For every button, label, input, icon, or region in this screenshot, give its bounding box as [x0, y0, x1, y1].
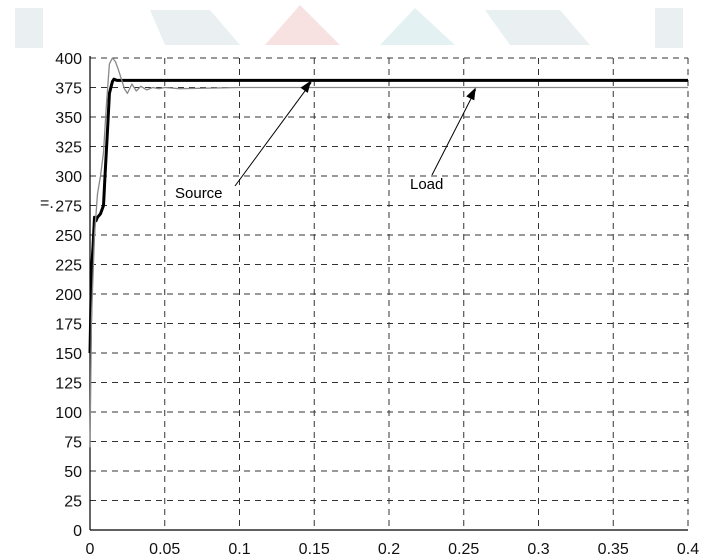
annotations: Source Load [175, 80, 477, 202]
series-lines [88, 57, 688, 448]
x-tick-label: 0.1 [228, 541, 250, 558]
y-tick-label: 200 [55, 287, 82, 304]
annotation-arrow-load [431, 89, 477, 176]
annotation-arrowhead-source [300, 80, 312, 93]
stray-mark: =. [40, 195, 54, 212]
y-tick-label: 350 [55, 110, 82, 127]
y-tick-labels: 0 25 50 75 100 125 150 175 200 225 250 275 300 325 350… [55, 51, 82, 540]
watermark-banner [15, 5, 683, 48]
annotation-arrow-source [234, 82, 312, 187]
x-tick-label: 0.05 [149, 541, 180, 558]
x-tick-label: 0.2 [378, 541, 400, 558]
y-tick-label: 75 [64, 435, 82, 452]
annotation-arrowhead-load [466, 87, 476, 101]
x-tick-label: 0.4 [677, 541, 699, 558]
y-tick-label: 150 [55, 346, 82, 363]
y-tick-label: 225 [55, 258, 82, 275]
y-tick-label: 100 [55, 405, 82, 422]
x-tick-label: 0.35 [598, 541, 629, 558]
y-tick-label: 250 [55, 228, 82, 245]
x-tick-label: 0.25 [448, 541, 479, 558]
y-tick-label: 400 [55, 51, 82, 68]
y-tick-label: 175 [55, 317, 82, 334]
x-tick-label: 0.3 [527, 541, 549, 558]
x-tick-label: 0 [86, 541, 95, 558]
y-tick-label: 325 [55, 140, 82, 157]
y-tick-label: 125 [55, 376, 82, 393]
x-tick-labels: 0 0.05 0.1 0.15 0.2 0.25 0.3 0.35 0.4 [86, 541, 700, 558]
y-tick-label: 300 [55, 169, 82, 186]
y-tick-label: 50 [64, 464, 82, 481]
y-tick-label: 0 [73, 523, 82, 540]
annotation-label-source: Source [175, 185, 223, 202]
y-tick-label: 25 [64, 494, 82, 511]
y-tick-label: 375 [55, 81, 82, 98]
x-tick-label: 0.15 [299, 541, 330, 558]
y-tick-label: 275 [55, 199, 82, 216]
series-line-load [89, 57, 688, 448]
annotation-label-load: Load [410, 176, 443, 193]
grid [90, 57, 689, 530]
